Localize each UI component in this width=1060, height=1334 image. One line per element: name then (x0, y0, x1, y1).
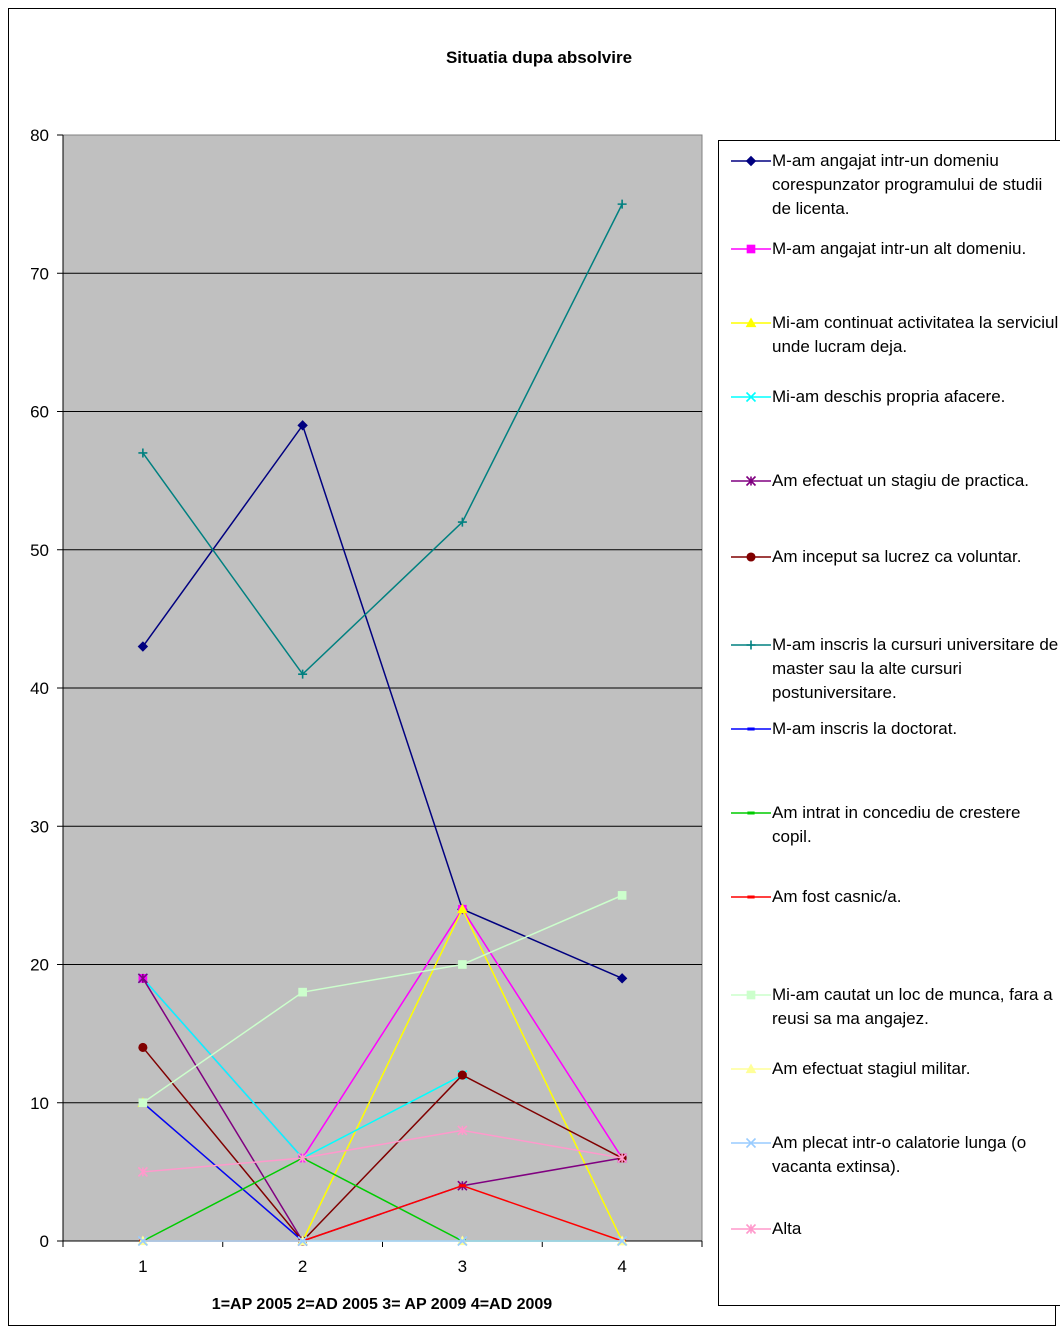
data-point (298, 987, 307, 997)
legend-marker (731, 990, 771, 1000)
data-point (457, 517, 467, 527)
legend-label: M-am angajat intr-un alt domeniu. (772, 239, 1027, 258)
legend-marker (731, 640, 771, 650)
series-13 (137, 1235, 628, 1247)
legend-label: Am plecat intr-o calatorie lunga (o vaca… (772, 1133, 1027, 1176)
legend-marker (731, 1223, 771, 1235)
data-point (617, 1152, 628, 1164)
data-point (137, 973, 148, 984)
legend-symbol (747, 811, 755, 815)
series-line (142, 1102, 304, 1242)
legend-marker (731, 1137, 771, 1149)
y-tick-label: 20 (30, 956, 49, 975)
series-line (142, 1129, 623, 1173)
legend-label: M-am angajat intr-un domeniu corespunzat… (772, 151, 1043, 218)
gridlines (63, 272, 702, 1104)
legend-marker (731, 811, 771, 815)
legend-marker (731, 1063, 771, 1074)
series-11 (138, 891, 627, 1108)
legend-marker (731, 552, 771, 562)
data-point (138, 1042, 148, 1052)
data-point (298, 669, 308, 679)
legend-label: M-am inscris la doctorat. (772, 719, 958, 738)
legend-symbol (746, 640, 756, 650)
legend-marker (731, 475, 771, 487)
data-point (458, 960, 467, 969)
legend-marker (731, 895, 771, 899)
legend-marker (731, 317, 771, 328)
legend-label: Am inceput sa lucrez ca voluntar. (772, 547, 1022, 566)
legend-marker (731, 391, 771, 403)
series-14 (137, 1125, 628, 1177)
x-axis: 1 2 3 4 (62, 1240, 703, 1276)
legend-label: Am efectuat stagiul militar. (772, 1059, 971, 1078)
data-point (137, 1235, 148, 1247)
y-tick-label: 70 (30, 264, 49, 283)
y-tick-label: 30 (30, 817, 49, 836)
legend-symbol (746, 990, 756, 1000)
data-point (137, 1166, 148, 1177)
legend-marker (731, 155, 771, 167)
legend-label: Mi-am cautat un loc de munca, fara a reu… (772, 985, 1053, 1028)
legend-symbol (745, 475, 757, 487)
series-layer (137, 199, 628, 1247)
series-line (142, 1046, 623, 1243)
legend-symbol (745, 391, 757, 403)
legend-symbol (746, 244, 756, 254)
x-tick-label: 2 (298, 1257, 307, 1276)
legend-symbol (746, 552, 756, 562)
data-point (457, 903, 468, 914)
legend-symbol (747, 895, 755, 899)
chart-title: Situatia dupa absolvire (446, 48, 632, 67)
legend-label: Am fost casnic/a. (772, 887, 902, 906)
y-tick-label: 60 (30, 403, 49, 422)
legend-label: Am intrat in concediu de crestere copil. (772, 803, 1021, 846)
legend-label: Mi-am deschis propria afacere. (772, 387, 1006, 406)
y-tick-label: 80 (30, 126, 49, 145)
legend-label: Am efectuat un stagiu de practica. (772, 471, 1030, 490)
x-tick-label: 4 (617, 1257, 626, 1276)
data-point (617, 1235, 628, 1247)
data-point (457, 1235, 468, 1247)
y-tick-label: 0 (40, 1232, 49, 1251)
data-point (297, 1235, 308, 1247)
legend-marker (731, 244, 771, 254)
legend-symbol (745, 1223, 757, 1235)
legend-symbol (747, 727, 755, 731)
data-point (616, 973, 628, 984)
data-point (138, 448, 148, 458)
legend-symbol (745, 155, 757, 167)
x-tick-label: 3 (458, 1257, 467, 1276)
y-tick-label: 50 (30, 541, 49, 560)
data-point (617, 199, 627, 209)
legend-symbol (745, 1137, 757, 1149)
x-tick-label: 1 (138, 1257, 147, 1276)
data-point (457, 1125, 468, 1136)
y-tick-label: 10 (30, 1094, 49, 1113)
data-point (297, 420, 308, 431)
data-point (457, 1070, 467, 1080)
data-point (137, 641, 149, 652)
x-axis-label: 1=AP 2005 2=AD 2005 3= AP 2009 4=AD 2009 (212, 1296, 553, 1313)
legend-marker (731, 727, 771, 731)
series-line (142, 203, 623, 676)
data-point (617, 891, 627, 900)
legend-label: M-am inscris la cursuri universitare de … (772, 635, 1059, 702)
y-tick-label: 40 (30, 679, 49, 698)
legend-label: Alta (772, 1219, 802, 1238)
legend-symbol (745, 317, 757, 328)
data-point (458, 1184, 466, 1188)
series-line (142, 894, 623, 1104)
series-7 (138, 199, 627, 679)
data-point (138, 1098, 148, 1108)
series-line (142, 423, 623, 980)
legend: M-am angajat intr-un domeniu corespunzat… (718, 140, 1060, 1306)
data-point (297, 1152, 308, 1164)
y-axis: 0 10 20 30 40 50 60 70 80 (30, 126, 64, 1251)
legend-label: Mi-am continuat activitatea la serviciul… (772, 313, 1059, 356)
legend-symbol (745, 1063, 757, 1074)
